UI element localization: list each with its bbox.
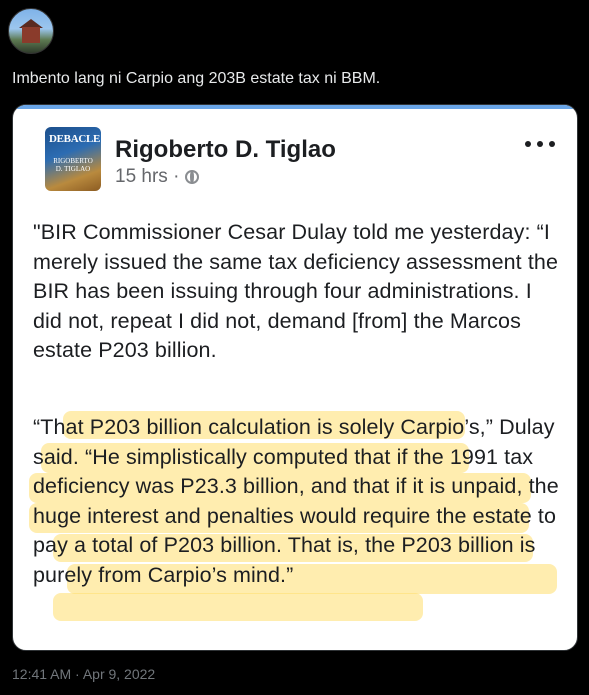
post-paragraph-1: "BIR Commissioner Cesar Dulay told me ye… [33, 220, 559, 362]
page-avatar[interactable]: DEBACLE RIGOBERTO D. TIGLAO [45, 127, 101, 191]
avatar-subtitle: RIGOBERTO D. TIGLAO [53, 157, 93, 173]
embedded-image-card[interactable]: DEBACLE RIGOBERTO D. TIGLAO Rigoberto D.… [12, 104, 578, 651]
post-author[interactable]: Rigoberto D. Tiglao [115, 136, 336, 163]
avatar-roof [19, 19, 43, 28]
tweet-text: Imbento lang ni Carpio ang 203B estate t… [12, 70, 381, 87]
post-time: 15 hrs · [115, 166, 180, 187]
tweet-timestamp[interactable]: 12:41 AM · Apr 9, 2022 [12, 666, 156, 682]
avatar-title: DEBACLE [49, 133, 101, 145]
post-meta: 15 hrs · [115, 166, 200, 188]
user-avatar[interactable] [8, 8, 54, 54]
more-options-icon[interactable] [525, 139, 555, 149]
post-paragraph-2: “That P203 billion calculation is solely… [33, 415, 559, 587]
globe-icon [185, 170, 200, 184]
card-top-edge [13, 105, 577, 109]
avatar-house [22, 27, 40, 43]
